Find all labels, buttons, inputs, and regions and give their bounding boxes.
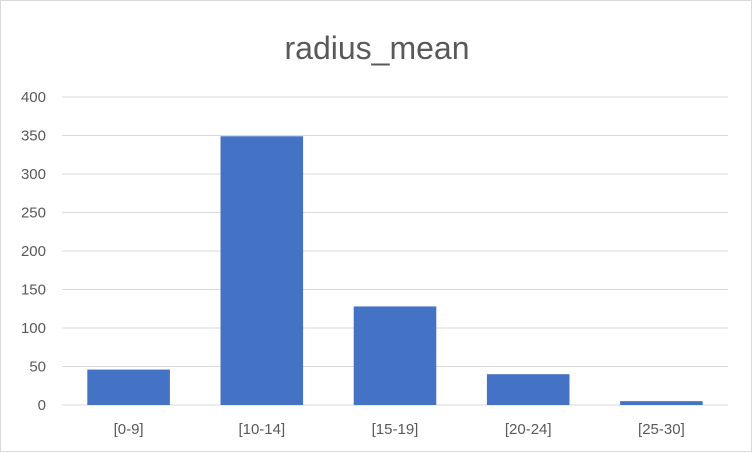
x-tick-label: [20-24] <box>505 421 552 438</box>
gridlines <box>62 96 728 406</box>
x-tick-label: [15-19] <box>372 421 419 438</box>
y-tick-label: 350 <box>21 128 46 145</box>
x-tick-label: [25-30] <box>638 421 685 438</box>
y-tick-label: 300 <box>21 166 46 183</box>
y-tick-label: 250 <box>21 205 46 222</box>
y-tick-label: 50 <box>29 359 46 376</box>
bars <box>87 136 703 405</box>
bar <box>486 374 570 405</box>
chart-title: radius_mean <box>285 30 470 66</box>
y-tick-label: 100 <box>21 320 46 337</box>
y-tick-label: 200 <box>21 243 46 260</box>
x-axis-ticks: [0-9] [10-14] [15-19] [20-24] [25-30] <box>114 421 685 438</box>
bar <box>620 401 703 405</box>
bar <box>220 136 304 405</box>
y-tick-label: 400 <box>21 89 46 106</box>
x-tick-label: [0-9] <box>114 421 144 438</box>
x-tick-label: [10-14] <box>238 421 285 438</box>
bar <box>87 369 170 405</box>
y-tick-label: 0 <box>38 397 46 414</box>
y-tick-label: 150 <box>21 282 46 299</box>
y-axis-ticks: 0 50 100 150 200 250 300 350 400 <box>21 89 46 414</box>
bar <box>353 306 437 405</box>
